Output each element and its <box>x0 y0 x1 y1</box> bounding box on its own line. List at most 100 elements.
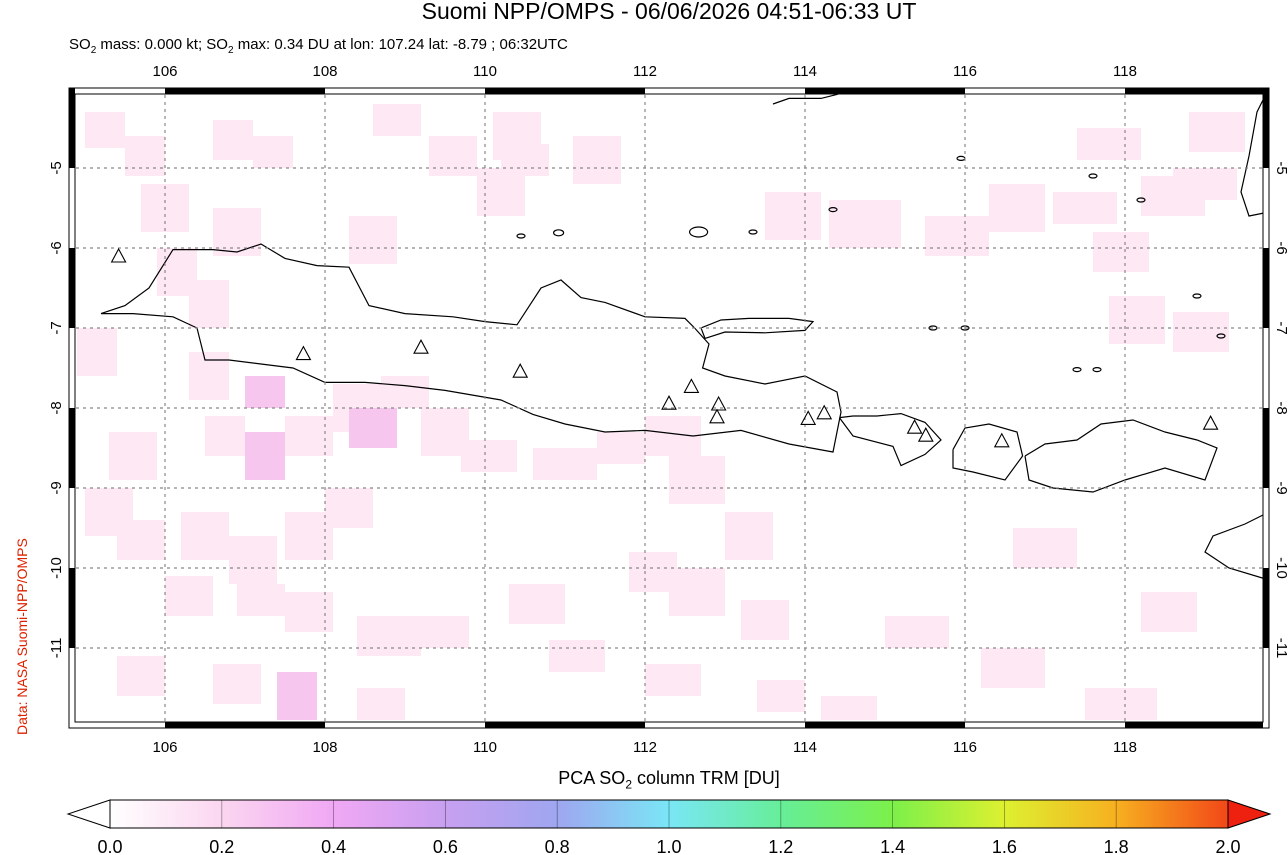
map-subtitle: SO2 mass: 0.000 kt; SO2 max: 0.34 DU at … <box>69 36 568 56</box>
frame-left-segment <box>69 168 75 248</box>
colorbar-tick-label: 1.4 <box>880 837 905 855</box>
so2-cell <box>213 208 261 256</box>
so2-cell <box>213 120 253 160</box>
coastline <box>1240 87 1270 217</box>
so2-cell <box>1141 592 1197 632</box>
lon-tick-label-bottom: 108 <box>312 739 337 756</box>
colorbar-low-arrow <box>66 799 111 829</box>
lon-tick-label-bottom: 116 <box>953 739 977 756</box>
frame-top-segment <box>69 88 165 94</box>
so2-cell <box>277 672 317 720</box>
lon-tick-label-bottom: 118 <box>1113 739 1137 756</box>
frame-bottom-segment <box>1125 722 1269 728</box>
so2-cell <box>533 448 597 480</box>
frame-top-segment <box>485 88 645 94</box>
frame-bottom-segment <box>805 722 965 728</box>
so2-retrieval-cells <box>69 88 1269 728</box>
coastlines <box>100 87 1270 581</box>
so2-cell <box>509 584 565 624</box>
so2-cell <box>373 104 421 136</box>
lon-tick-label-top: 108 <box>312 63 337 80</box>
islet <box>1192 293 1202 299</box>
coastline <box>100 243 842 453</box>
frame-top-segment <box>645 88 805 94</box>
frame-right-segment <box>1263 168 1269 248</box>
karimunjawa-island <box>552 229 565 237</box>
frame-inner-outline <box>74 93 1264 723</box>
so2-cell <box>357 616 421 656</box>
so2-cell <box>1173 168 1237 200</box>
so2-cell <box>765 192 821 240</box>
frame-bottom-segment <box>69 722 165 728</box>
so2-cell <box>357 688 405 720</box>
so2-cell <box>85 112 125 148</box>
so2-cell <box>181 512 229 560</box>
lat-tick-label-left: -5 <box>48 161 65 174</box>
lat-tick-label-right: -11 <box>1273 638 1288 659</box>
lon-tick-label-bottom: 114 <box>793 739 817 756</box>
frame-bottom-segment <box>965 722 1125 728</box>
so2-cell <box>245 376 285 408</box>
so2-cell <box>549 640 605 672</box>
frame-bottom-segment <box>485 722 645 728</box>
lat-tick-label-right: -8 <box>1273 401 1288 414</box>
so2-cell <box>245 432 285 480</box>
colorbar-tick-label: 1.2 <box>768 837 793 855</box>
so2-cell <box>1085 688 1157 720</box>
frame-left-segment <box>69 248 75 328</box>
frame-right-segment <box>1263 568 1269 648</box>
volcano-triangle-icon <box>413 339 429 354</box>
frame-outline <box>68 87 1270 729</box>
so2-cell <box>165 576 213 616</box>
lat-tick-label-right: -9 <box>1273 481 1288 494</box>
subtitle-subscript-1: 2 <box>90 45 97 56</box>
so2-cell <box>573 136 621 184</box>
lon-tick-label-bottom: 106 <box>152 739 177 756</box>
so2-cell <box>229 536 277 584</box>
colorbar-tick-label: 0.0 <box>97 837 122 855</box>
lon-tick-label-top: 114 <box>793 63 817 80</box>
so2-cell <box>1077 128 1141 160</box>
volcano-triangle-icon <box>993 432 1010 448</box>
volcano-triangle-icon <box>1202 415 1219 430</box>
islet <box>828 207 838 213</box>
lat-tick-label-left: -10 <box>48 557 65 579</box>
so2-cell <box>821 696 877 720</box>
colorbar-label: PCA SO2 column TRM [DU] <box>0 768 1288 792</box>
islet <box>1088 173 1098 179</box>
frame-top-segment <box>165 88 325 94</box>
volcano-triangle-icon <box>512 363 529 378</box>
so2-cell <box>597 432 645 464</box>
so2-cell <box>125 136 165 176</box>
so2-cell <box>1173 312 1229 352</box>
frame-bottom-segment <box>325 722 485 728</box>
lat-tick-label-right: -7 <box>1273 321 1288 334</box>
coastline <box>1204 511 1270 581</box>
frame-bottom-segment <box>165 722 325 728</box>
so2-cell <box>1109 296 1165 344</box>
lat-tick-label-right: -5 <box>1273 161 1288 174</box>
colorbar-tick-label: 1.8 <box>1104 837 1129 855</box>
right-latitude-labels: -5 -6 -7 -8 -9 -10 -11 <box>1273 161 1288 658</box>
volcano-triangle-icon <box>906 419 923 434</box>
so2-cell <box>237 584 285 616</box>
lat-tick-label-left: -9 <box>48 481 65 494</box>
so2-cell <box>501 144 549 176</box>
islet <box>748 229 758 235</box>
lon-tick-label-top: 116 <box>953 63 977 80</box>
so2-cell <box>349 408 397 448</box>
lat-tick-label-left: -8 <box>48 401 65 414</box>
lon-tick-label-top: 106 <box>152 63 177 80</box>
frame-right-segment <box>1263 328 1269 408</box>
lat-lon-grid <box>69 88 1269 728</box>
so2-cell <box>349 216 397 264</box>
colorbar-high-arrow <box>1227 799 1272 829</box>
volcano-triangle-icon <box>110 247 127 263</box>
map-title: Suomi NPP/OMPS - 06/06/2026 04:51-06:33 … <box>421 0 917 24</box>
coastline <box>700 317 815 339</box>
so2-cell <box>989 184 1045 232</box>
volcano-triangle-icon <box>295 345 312 361</box>
lon-tick-label-bottom: 112 <box>633 739 657 756</box>
islet <box>516 233 526 239</box>
volcano-triangle-icon <box>709 408 725 424</box>
